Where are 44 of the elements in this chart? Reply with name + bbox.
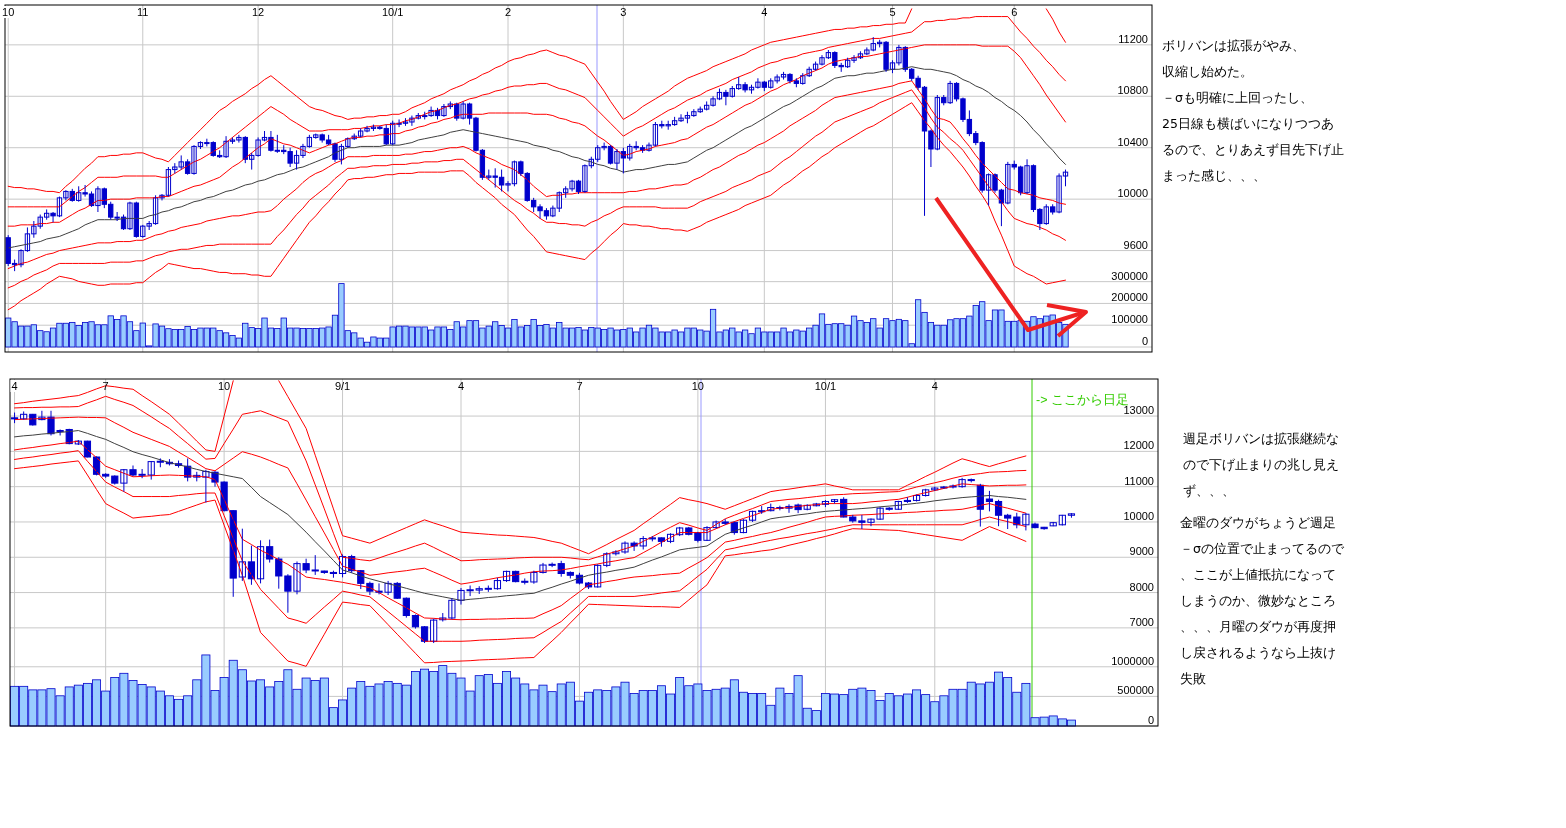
text: 金曜のダウがちょうど週足－σの位置で止まってるので、ここが上値抵抗になってしまうのか、微妙なところ、、、月曜のダウが再度押し戻されるようなら上抜け失敗: [1180, 515, 1345, 686]
y2-tick-label: 100000: [1111, 313, 1148, 326]
y-tick-label: 10800: [1117, 84, 1148, 97]
text: ボリバンは拡張がやみ、: [1162, 38, 1305, 53]
y2-tick-label: 1000000: [1111, 654, 1154, 667]
y-tick-label: 9600: [1123, 238, 1148, 251]
annotation: -> ここから日足: [1036, 393, 1129, 407]
y-tick-label: 13000: [1123, 404, 1154, 417]
x-tick-label: 7: [576, 380, 583, 392]
y2-tick-label: 0: [1141, 335, 1148, 347]
y2-tick-label: 300000: [1111, 269, 1148, 282]
x-tick-label: 4: [761, 6, 768, 18]
x-tick-label: 5: [889, 6, 896, 18]
x-tick-label: 9/1: [334, 380, 351, 392]
y-tick-label: 10400: [1117, 135, 1148, 148]
x-tick-label: 10: [2, 6, 15, 18]
y-tick-label: 10000: [1123, 509, 1154, 522]
x-tick-label: 10: [217, 380, 231, 392]
x-tick-label: 10: [691, 380, 705, 392]
text: －σも明確に上回ったし、: [1162, 90, 1313, 105]
y2-tick-label: 200000: [1111, 291, 1148, 304]
y-tick-label: 7000: [1129, 615, 1154, 628]
text: 週足ボリバンは拡張継続なので下げ止まりの兆し見えず、、、: [1183, 431, 1339, 498]
y-tick-label: 10000: [1117, 187, 1148, 200]
x-tick-label: 7: [102, 380, 109, 392]
x-tick-label: 10/1: [381, 6, 404, 18]
x-tick-label: 3: [620, 6, 627, 18]
x-tick-label: 4: [931, 380, 938, 392]
text: 収縮し始めた。: [1162, 64, 1253, 79]
text: 25日線も横ばいになりつつあるので、とりあえず目先下げ止まった感じ、、、: [1162, 116, 1344, 183]
y2-tick-label: 0: [1147, 714, 1154, 726]
y2-tick-label: 500000: [1117, 684, 1154, 697]
x-tick-label: 4: [11, 380, 18, 392]
y-tick-label: 12000: [1123, 439, 1154, 452]
x-tick-label: 6: [1011, 6, 1018, 18]
x-tick-label: 2: [504, 6, 512, 18]
x-tick-label: 11: [137, 6, 149, 18]
x-tick-label: 10/1: [814, 380, 837, 392]
y-tick-label: 8000: [1129, 580, 1154, 593]
y-tick-label: 11200: [1118, 32, 1148, 45]
y-tick-label: 11000: [1124, 474, 1154, 487]
x-tick-label: 4: [457, 380, 465, 392]
y-tick-label: 9000: [1129, 545, 1154, 558]
x-tick-label: 12: [251, 6, 265, 18]
